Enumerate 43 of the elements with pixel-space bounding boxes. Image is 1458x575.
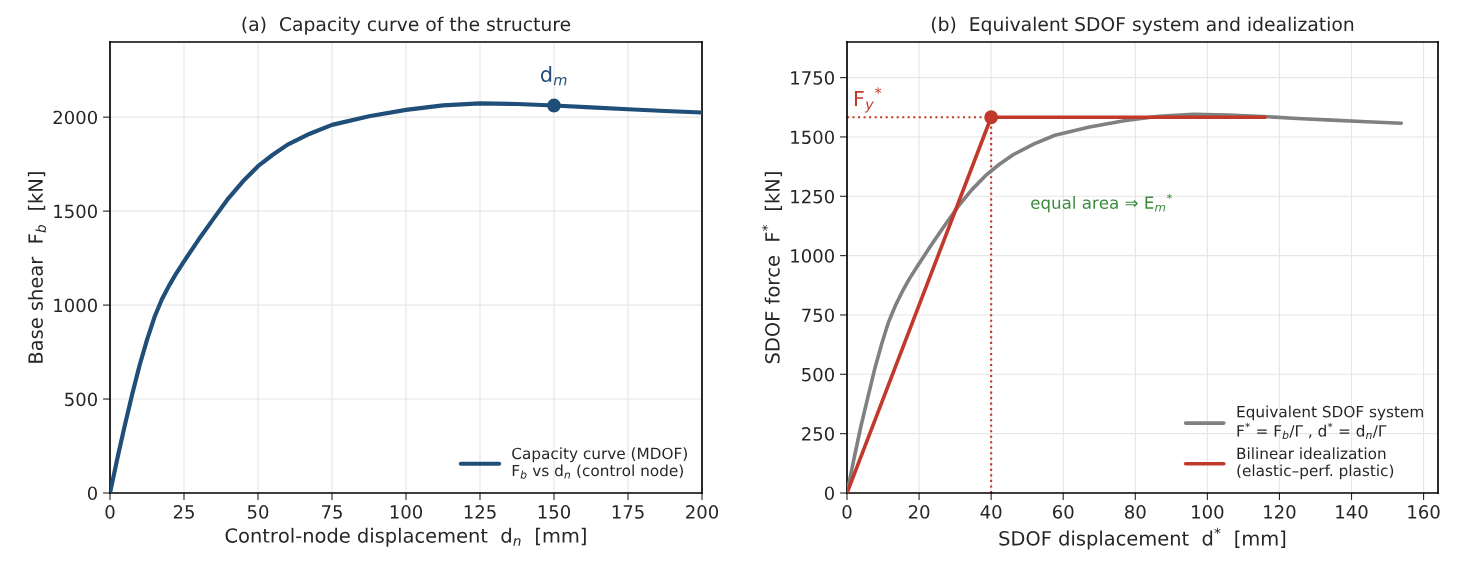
- x-tick-label: 140: [1336, 505, 1368, 519]
- y-tick-label: 250: [802, 427, 834, 441]
- y-tick-label: 500: [802, 367, 834, 382]
- y-tick-label: 1000: [54, 298, 97, 313]
- y-tick-label: 1750: [791, 71, 834, 85]
- x-tick-label: 40: [980, 505, 1002, 519]
- x-tick-label: 50: [247, 505, 269, 519]
- annotation: equal area ⇒ E$_{m}$$^{*}$: [1031, 193, 1172, 213]
- x-tick-label: 60: [1052, 505, 1074, 519]
- ref-line-label: F$_{y}$$^{*}$: [854, 87, 882, 113]
- y-tick-label: 1000: [791, 249, 834, 263]
- y-tick-label: 750: [802, 308, 834, 323]
- y-axis-title: SDOF force F$^{*}$ [kN]: [761, 172, 783, 364]
- y-tick-label: 1500: [54, 204, 97, 219]
- x-tick-label: 175: [612, 505, 644, 519]
- chart-title: (a) Capacity curve of the structure: [242, 16, 571, 35]
- y-tick-label: 1500: [791, 130, 834, 145]
- x-tick-label: 200: [686, 505, 719, 519]
- y-tick-label: 500: [65, 392, 97, 407]
- y-tick-label: 2000: [53, 110, 97, 125]
- x-tick-label: 80: [1125, 505, 1146, 519]
- x-tick-label: 0: [842, 505, 852, 519]
- x-tick-label: 150: [538, 505, 571, 519]
- y-tick-label: 0: [87, 486, 97, 501]
- x-tick-label: 100: [390, 505, 423, 519]
- annotation: d$_{m}$: [540, 65, 567, 86]
- legend-label: Capacity curve (MDOF) F$_{b}$ vs d$_{n}$ (control node): [512, 447, 687, 479]
- chart-title: (b) Equivalent SDOF system and idealization: [931, 16, 1354, 35]
- x-tick-label: 25: [173, 505, 194, 519]
- x-axis-title: Control-node displacement d$_{n}$ [mm]: [225, 527, 586, 547]
- text: Equivalent SDOF system F$^{*}$ = F$_{b}$/Γ , d$^{*}$ = d$_{n}$/Γ: [1237, 405, 1423, 440]
- x-tick-label: 0: [105, 505, 115, 519]
- legend-label: Bilinear idealization (elastic–perf. plastic): [1237, 447, 1394, 480]
- y-axis-title: Base shear F$_{b}$ [kN]: [27, 172, 47, 363]
- y-tick-label: 1250: [791, 189, 834, 204]
- x-tick-label: 125: [464, 505, 496, 519]
- y-tick-label: 0: [824, 486, 834, 501]
- x-tick-label: 160: [1408, 505, 1440, 519]
- x-tick-label: 20: [908, 505, 930, 519]
- x-tick-label: 75: [321, 505, 342, 519]
- x-axis-title: SDOF displacement d$^{*}$ [mm]: [999, 527, 1286, 550]
- x-tick-label: 100: [1192, 505, 1224, 519]
- x-tick-label: 120: [1264, 505, 1296, 519]
